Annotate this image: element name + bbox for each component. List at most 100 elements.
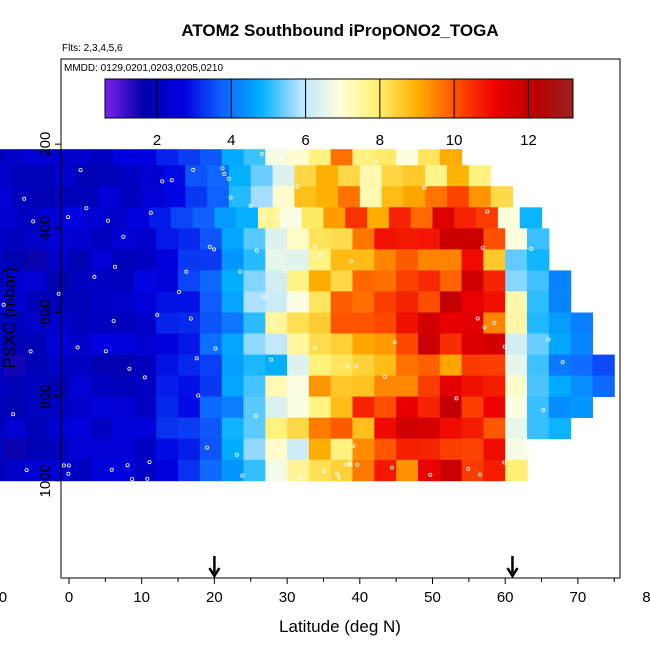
heatmap-cell <box>461 333 484 355</box>
heatmap-cell <box>476 207 499 229</box>
heatmap-cell <box>461 312 484 334</box>
sample-point <box>262 294 267 299</box>
heatmap-cell <box>0 186 12 208</box>
x-tick-label: 30 <box>279 589 296 606</box>
heatmap-cell <box>483 459 506 482</box>
colorbar-tick-label: 2 <box>153 132 161 149</box>
heatmap-cell <box>330 291 354 313</box>
heatmap-cell <box>69 354 92 376</box>
heatmap-cell <box>156 396 179 418</box>
heatmap-cell <box>396 228 419 250</box>
heatmap-cell <box>418 249 441 271</box>
sample-point <box>109 467 114 472</box>
heatmap-cell <box>272 165 295 187</box>
heatmap-cell <box>134 375 157 397</box>
heatmap-cell <box>548 354 572 376</box>
heatmap-cell <box>308 396 332 418</box>
sample-point <box>480 245 485 250</box>
heatmap-cell <box>374 417 397 440</box>
heatmap-cell <box>18 207 41 229</box>
sample-point <box>66 471 71 476</box>
heatmap-cell <box>178 149 201 166</box>
heatmap-cell <box>497 207 521 229</box>
heatmap-cell <box>265 149 288 166</box>
heatmap-cell <box>418 291 441 313</box>
sample-point <box>546 337 551 342</box>
heatmap-cell <box>468 186 492 208</box>
flight-arrow <box>506 556 519 579</box>
heatmap-cell <box>0 333 5 355</box>
heatmap-cell <box>265 333 288 355</box>
sample-point <box>22 196 27 201</box>
heatmap-cell <box>47 396 70 418</box>
heatmap-cell <box>112 270 135 292</box>
heatmap-cell <box>505 333 528 355</box>
heatmap-cell <box>0 228 5 250</box>
heatmap-cell <box>69 291 92 313</box>
heatmap-cell <box>272 186 295 208</box>
heatmap-cell <box>90 417 114 440</box>
heatmap-cell <box>199 333 223 355</box>
heatmap-cell <box>308 270 332 292</box>
heatmap-cell <box>243 333 266 355</box>
heatmap-cell <box>396 375 419 397</box>
heatmap-cell <box>425 165 448 187</box>
heatmap-cell <box>0 312 5 334</box>
heatmap-cell <box>527 417 550 440</box>
heatmap-cell <box>352 312 375 334</box>
heatmap-cell <box>418 228 441 250</box>
heatmap-cell <box>374 291 397 313</box>
heatmap-cell <box>0 396 5 418</box>
heatmap-cell <box>250 186 274 208</box>
heatmap-cell <box>178 291 201 313</box>
heatmap-cell <box>374 149 397 166</box>
heatmap-cell <box>265 249 288 271</box>
sample-point <box>240 473 245 478</box>
heatmap-cell <box>134 228 157 250</box>
heatmap-cell <box>439 354 463 376</box>
sample-point <box>389 465 394 470</box>
heatmap-cell <box>61 207 85 229</box>
sample-point <box>466 466 471 471</box>
heatmap-cell <box>265 375 288 397</box>
heatmap-cell <box>119 186 143 208</box>
x-tick-label: 60 <box>497 589 514 606</box>
heatmap-cell <box>221 312 245 334</box>
heatmap-cell <box>0 165 12 187</box>
heatmap-cell <box>461 438 484 461</box>
heatmap-cell <box>359 165 383 187</box>
heatmap-cell <box>0 207 19 229</box>
heatmap-cell <box>0 417 5 440</box>
heatmap-cell <box>69 375 92 397</box>
sample-point <box>169 178 174 183</box>
heatmap-cell <box>0 354 5 376</box>
heatmap-cell <box>98 165 121 187</box>
heatmap-cell <box>418 312 441 334</box>
sample-point <box>84 206 89 211</box>
heatmap-cell <box>330 249 354 271</box>
heatmap-cell <box>112 417 135 440</box>
heatmap-cell <box>221 417 245 440</box>
heatmap-cell <box>505 459 528 482</box>
heatmap-cell <box>163 186 186 208</box>
heatmap-cell <box>69 459 92 482</box>
heatmap-cell <box>548 333 572 355</box>
heatmap-cell <box>199 228 223 250</box>
heatmap-cell <box>570 333 593 355</box>
heatmap-cell <box>527 249 550 271</box>
sample-point <box>348 462 353 467</box>
heatmap-cell <box>199 312 223 334</box>
sample-point <box>261 215 266 220</box>
heatmap-cell <box>483 438 506 461</box>
sample-point <box>228 144 233 149</box>
heatmap-cell <box>396 291 419 313</box>
heatmap-cell <box>119 165 143 187</box>
sample-point <box>11 412 16 417</box>
sample-point <box>354 364 359 369</box>
heatmap-cell <box>221 396 245 418</box>
heatmap-cell <box>374 333 397 355</box>
heatmap-cell <box>112 438 135 461</box>
sample-point <box>373 159 378 164</box>
heatmap-cell <box>461 228 484 250</box>
sample-point <box>75 345 80 350</box>
